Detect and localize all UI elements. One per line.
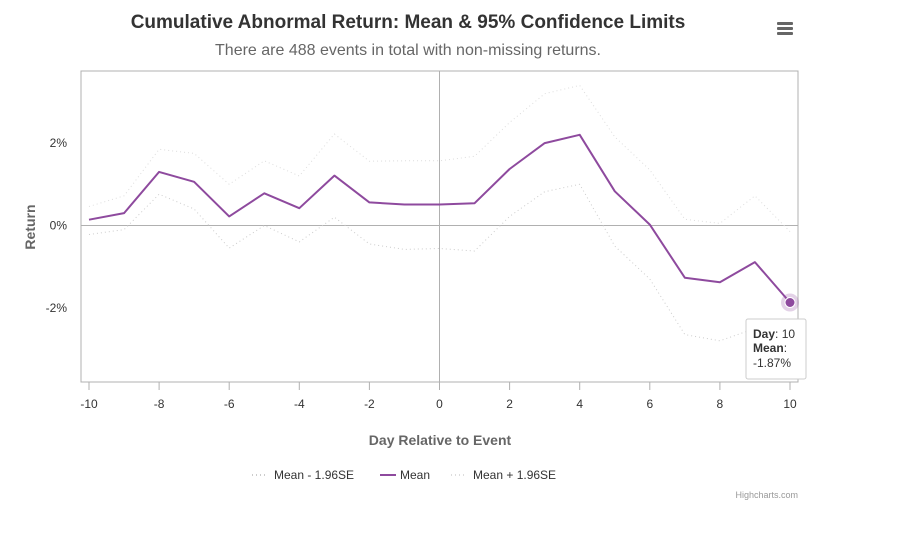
tooltip-box [745,318,807,380]
legend: Mean - 1.96SE Mean Mean + 1.96SE [252,468,556,482]
x-tick-label: 8 [717,397,724,411]
context-menu-button[interactable] [772,16,798,40]
x-tick-label: -6 [224,397,235,411]
series-lower-bound-line [88,183,791,342]
legend-label-mean: Mean [400,468,430,482]
svg-text:Mean:: Mean: [753,341,787,355]
hovered-point[interactable] [784,296,796,308]
x-tick-label: -8 [154,397,165,411]
x-tick-label: -4 [294,397,305,411]
x-tick-label: 2 [506,397,513,411]
x-tick-label: 0 [436,397,443,411]
x-tick-label: -2 [364,397,375,411]
legend-item-upper[interactable]: Mean + 1.96SE [451,468,556,482]
chart-subtitle: There are 488 events in total with non-m… [215,42,601,59]
tooltip-mean-label: Mean [753,341,784,355]
y-tick-label: 0% [50,218,68,232]
x-tick-label: -10 [80,397,98,411]
tooltip-day-label: Day [753,327,775,341]
legend-label-lower: Mean - 1.96SE [274,468,354,482]
x-tick-label: 6 [646,397,653,411]
y-tick-label: 2% [50,136,68,150]
legend-label-upper: Mean + 1.96SE [473,468,556,482]
tooltip: Day: 10 Mean: -1.87% [745,318,807,380]
chart-title: Cumulative Abnormal Return: Mean & 95% C… [131,12,686,33]
svg-text:Day: 10: Day: 10 [753,327,795,341]
hamburger-menu-icon [777,22,793,35]
legend-item-mean[interactable]: Mean [380,468,430,482]
x-tick-label: 4 [576,397,583,411]
tooltip-mean-value: -1.87% [753,356,791,370]
y-tick-label: -2% [46,301,68,315]
credits-link[interactable]: Highcharts.com [735,490,798,500]
series-mean-line [88,133,791,304]
legend-item-lower[interactable]: Mean - 1.96SE [252,468,354,482]
x-axis-title: Day Relative to Event [369,432,512,448]
tooltip-day-value: 10 [782,327,796,341]
y-axis-title: Return [22,204,38,249]
x-tick-label: 10 [783,397,797,411]
